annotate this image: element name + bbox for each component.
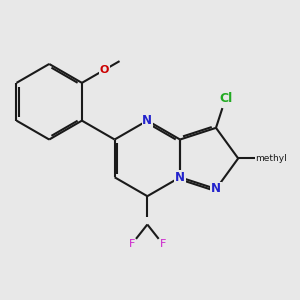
Text: methyl: methyl <box>256 154 287 163</box>
Text: O: O <box>100 65 109 75</box>
Text: F: F <box>129 239 135 249</box>
Text: N: N <box>142 114 152 127</box>
Text: N: N <box>175 171 185 184</box>
Text: F: F <box>160 239 166 249</box>
Text: Cl: Cl <box>219 92 232 105</box>
Text: N: N <box>211 182 221 196</box>
